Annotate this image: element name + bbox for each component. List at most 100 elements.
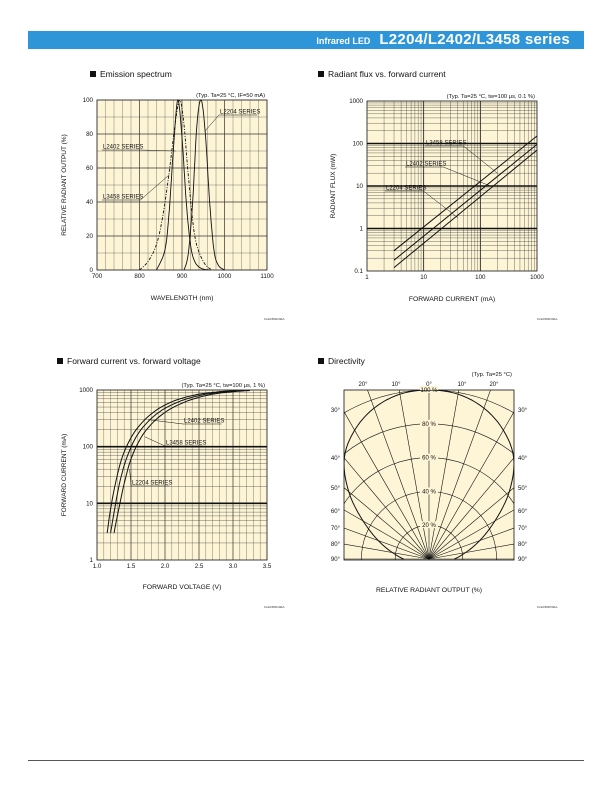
emission-series-line: [156, 99, 210, 271]
directivity-spoke: [428, 411, 514, 560]
flux-y-tick-label: 1: [360, 226, 364, 233]
directivity-spoke: [428, 527, 514, 560]
directivity-spoke: [344, 543, 430, 560]
emission-series-line: [183, 99, 225, 271]
flux-label-leader: [463, 145, 498, 174]
flux-series-label: L2204 SERIES: [386, 186, 426, 192]
emission-label-leader: [140, 149, 176, 152]
directivity-spoke: [344, 411, 430, 560]
directivity-spoke: [428, 457, 514, 560]
directivity-angle-label-left: 90°: [331, 557, 341, 563]
directivity-angle-label-top: 20°: [489, 382, 499, 388]
directivity-condition: (Typ. Ta=25 °C): [472, 372, 512, 378]
directivity-angle-label-right: 70°: [518, 526, 528, 532]
directivity-spoke: [398, 390, 430, 560]
directivity-spoke: [344, 527, 430, 560]
flux-series-line: [393, 144, 538, 261]
emission-x-tick-label: 900: [177, 273, 188, 280]
fwd-plot-area: [96, 389, 268, 561]
flux-y-axis-label: RADIANT FLUX (mW): [330, 154, 337, 219]
emission-y-tick-label: 40: [86, 199, 93, 206]
fwd-x-tick-label: 2.0: [161, 563, 170, 570]
directivity-angle-label-top: 10°: [457, 382, 467, 388]
figure-code-2: KLEDB0030EA: [537, 317, 558, 321]
emission-series-label: L2204 SERIES: [220, 110, 260, 116]
fwd-x-tick-label: 1.0: [93, 563, 102, 570]
directivity-radial-label-bg: [420, 419, 438, 427]
fwd-condition: (Typ. Ta=25 °C, tw=100 μs, 1 %): [181, 383, 265, 389]
fwd-y-tick-label: 1: [90, 557, 94, 564]
header-text: Infrared LED L2204/L2402/L3458 series: [316, 31, 570, 49]
header-prefix: Infrared LED: [316, 36, 371, 46]
emission-y-tick-label: 20: [86, 233, 93, 240]
emission-x-tick-label: 700: [92, 273, 103, 280]
directivity-angle-label-left: 60°: [331, 509, 341, 515]
emission-series-label: L3458 SERIES: [103, 195, 143, 201]
directivity-angle-label-left: 30°: [331, 408, 341, 414]
directivity-spoke: [367, 390, 430, 560]
flux-y-tick-label: 100: [353, 141, 364, 148]
section-flux: Radiant flux vs. forward current: [318, 69, 446, 79]
fwd-x-tick-label: 2.5: [195, 563, 204, 570]
flux-series-label: L2402 SERIES: [406, 162, 446, 168]
fwd-x-axis-label: FORWARD VOLTAGE (V): [143, 584, 222, 591]
figure-code-3: KLEDB0040EA: [264, 605, 285, 609]
flux-y-tick-label: 0.1: [354, 268, 363, 275]
section-directivity: Directivity: [318, 356, 365, 366]
flux-series-line: [393, 149, 538, 268]
fwd-series-label: L2402 SERIES: [184, 419, 224, 425]
flux-x-tick-label: 1: [365, 274, 369, 281]
emission-series-label: L2402 SERIES: [103, 145, 143, 151]
directivity-radial-label: 20 %: [422, 523, 436, 529]
directivity-angle-label-left: 80°: [331, 542, 341, 548]
section-directivity-label: Directivity: [328, 356, 365, 366]
fwd-series-line: [110, 390, 244, 534]
flux-label-leader: [423, 190, 458, 218]
footer-divider: [28, 760, 584, 761]
emission-x-tick-label: 800: [134, 273, 145, 280]
fwd-series-label: L2204 SERIES: [132, 481, 172, 487]
flux-series-label: L3458 SERIES: [426, 141, 466, 147]
fwd-x-tick-label: 3.5: [263, 563, 272, 570]
directivity-angle-label-right: 60°: [518, 509, 528, 515]
directivity-spoke: [428, 543, 514, 560]
directivity-angle-label-top: 20°: [358, 382, 368, 388]
section-emission: Emission spectrum: [90, 69, 172, 79]
flux-x-axis-label: FORWARD CURRENT (mA): [409, 296, 495, 303]
directivity-angle-label-right: 40°: [518, 456, 528, 462]
fwd-y-tick-label: 1000: [79, 387, 93, 394]
directivity-radial-label: 100 %: [420, 388, 438, 394]
emission-x-tick-label: 1000: [218, 273, 232, 280]
section-flux-label: Radiant flux vs. forward current: [328, 69, 446, 79]
section-fwd: Forward current vs. forward voltage: [57, 356, 201, 366]
emission-y-tick-label: 100: [83, 97, 94, 104]
emission-x-axis-label: WAVELENGTH (nm): [151, 295, 214, 302]
directivity-radial-label: 40 %: [422, 489, 436, 495]
directivity-angle-label-right: 30°: [518, 408, 528, 414]
directivity-radial-label-bg: [420, 453, 438, 461]
directivity-angle-label-left: 50°: [331, 486, 341, 492]
bullet-square-icon: [318, 71, 324, 77]
directivity-spoke: [344, 457, 430, 560]
emission-y-tick-label: 0: [90, 267, 94, 274]
directivity-angle-label-top: 0°: [426, 382, 432, 388]
header-title: L2204/L2402/L3458 series: [379, 31, 570, 48]
fwd-y-axis-label: FORWARD CURRENT (mA): [61, 434, 68, 517]
emission-condition: (Typ. Ta=25 °C, IF=50 mA): [196, 93, 265, 99]
fwd-y-tick-label: 10: [86, 500, 93, 507]
fwd-x-tick-label: 1.5: [127, 563, 136, 570]
flux-x-tick-label: 10: [420, 274, 427, 281]
emission-label-leader: [205, 114, 220, 131]
directivity-angle-label-right: 50°: [518, 486, 528, 492]
directivity-radial-label-bg: [420, 386, 438, 393]
bullet-square-icon: [318, 358, 324, 364]
directivity-angle-label-left: 40°: [331, 456, 341, 462]
directivity-spoke: [428, 487, 514, 560]
fwd-series-label: L3458 SERIES: [166, 441, 206, 447]
emission-y-axis-label: RELATIVE RADIANT OUTPUT (%): [61, 134, 68, 236]
fwd-label-leader: [129, 469, 132, 487]
directivity-angle-label-top: 10°: [391, 382, 401, 388]
directivity-x-axis-label: RELATIVE RADIANT OUTPUT (%): [376, 587, 482, 594]
directivity-radial-label: 60 %: [422, 456, 436, 462]
